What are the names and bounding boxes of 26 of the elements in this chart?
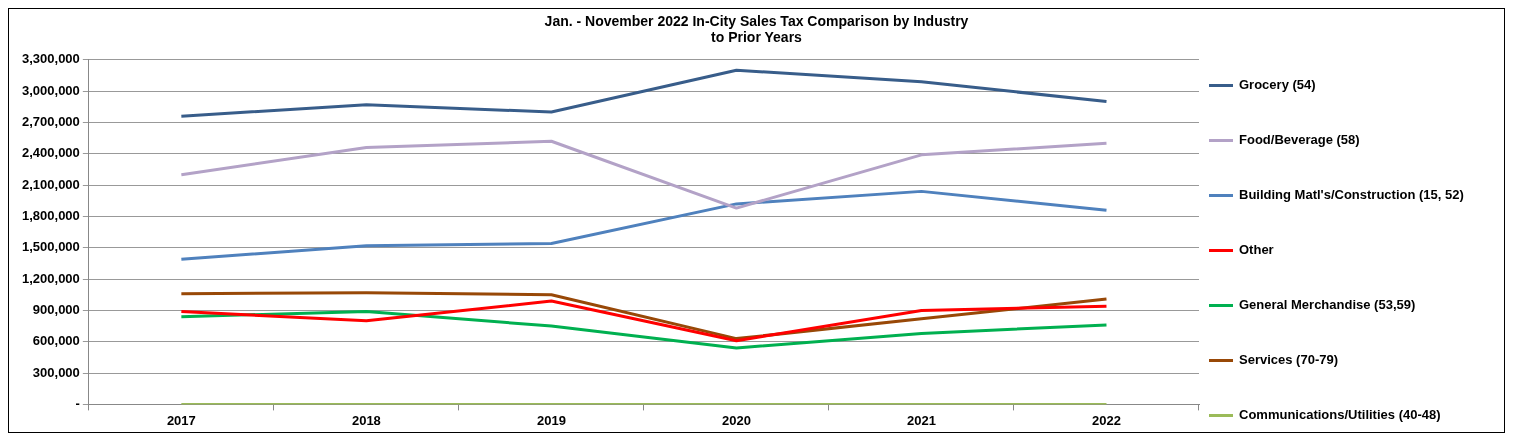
y-tick-label: - xyxy=(75,395,80,411)
x-tick-label: 2022 xyxy=(1092,412,1121,428)
y-tick-label: 2,700,000 xyxy=(21,114,80,130)
y-tick-label: 3,300,000 xyxy=(21,51,80,67)
y-tick-label: 600,000 xyxy=(32,333,80,349)
x-tick-label: 2020 xyxy=(721,412,751,428)
legend-label: Building Matl's/Construction (15, 52) xyxy=(1239,187,1464,202)
y-tick-label: 1,500,000 xyxy=(21,239,80,255)
y-tick-label: 2,100,000 xyxy=(21,176,80,192)
legend-label: General Merchandise (53,59) xyxy=(1239,297,1416,312)
x-tick-label: 2017 xyxy=(166,412,196,428)
legend-label: Other xyxy=(1239,242,1274,257)
y-tick-label: 1,200,000 xyxy=(21,270,80,286)
legend-label: Communications/Utilities (40-48) xyxy=(1239,407,1441,422)
x-tick-label: 2021 xyxy=(907,412,936,428)
chart-title: Jan. - November 2022 In-City Sales Tax Comparison by Industry to Prior Years xyxy=(543,13,970,45)
y-tick-label: 300,000 xyxy=(32,364,80,380)
legend-label: Grocery (54) xyxy=(1239,77,1316,92)
legend-label: Services (70-79) xyxy=(1239,352,1339,367)
y-tick-label: 2,400,000 xyxy=(21,145,80,161)
x-tick-label: 2019 xyxy=(536,412,566,428)
y-tick-label: 3,000,000 xyxy=(21,82,80,98)
y-tick-label: 1,800,000 xyxy=(21,208,80,224)
legend-label: Food/Beverage (58) xyxy=(1239,132,1360,147)
x-tick-label: 2018 xyxy=(351,412,381,428)
y-tick-label: 900,000 xyxy=(32,302,80,317)
